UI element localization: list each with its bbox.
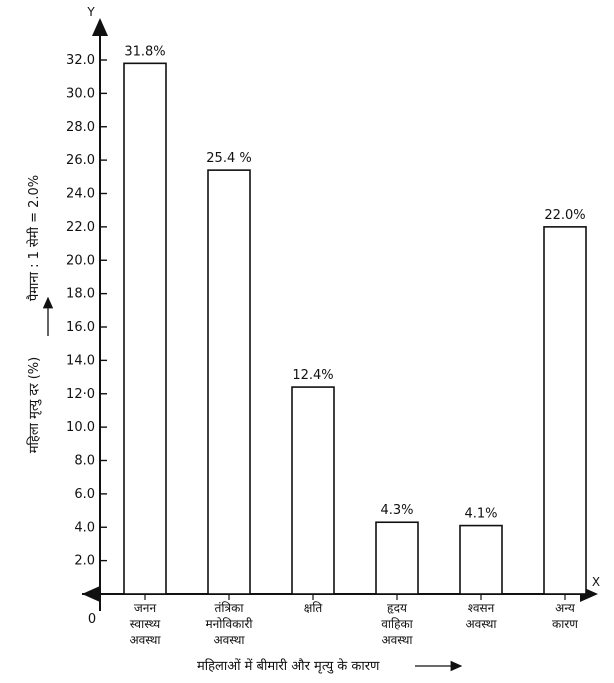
category-labels: जनन स्वास्थ्य अवस्था तंत्रिका मनोविकारी अवस्थ… — [129, 594, 578, 647]
bar-value-label: 4.1% — [464, 507, 497, 522]
bar-value-label: 4.3% — [380, 503, 413, 518]
x-axis-letter: X — [592, 575, 600, 589]
origin-label: 0 — [88, 612, 96, 627]
y-tick-label: 28.0 — [66, 120, 95, 135]
y-tick-label: 22.0 — [66, 220, 95, 235]
y-tick-label: 18.0 — [66, 287, 95, 302]
y-tick-label: 16.0 — [66, 320, 95, 335]
category-label: श्वसन अवस्था — [465, 601, 497, 631]
bar — [207, 169, 251, 595]
bar — [459, 524, 503, 595]
bar-value-label: 25.4 % — [206, 151, 251, 166]
bars: 31.8% 25.4 % 12.4% 4.3% 4.1% 22.0% — [123, 44, 587, 595]
category-label: जनन स्वास्थ्य अवस्था — [129, 601, 161, 647]
bar-value-label: 22.0% — [544, 208, 585, 223]
bar-value-label: 12.4% — [292, 368, 333, 383]
y-tick-label: 30.0 — [66, 86, 95, 101]
bar-value-label: 31.8% — [124, 44, 165, 59]
y-tick-label: 20.0 — [66, 253, 95, 268]
category-label: क्षति — [304, 601, 324, 615]
y-tick-label: 26.0 — [66, 153, 95, 168]
y-tick-label: 32.0 — [66, 53, 95, 68]
category-label: तंत्रिका मनोविकारी अवस्था — [205, 601, 253, 647]
y-tick-label: 6.0 — [74, 487, 95, 502]
bar — [543, 226, 587, 595]
bar — [123, 62, 167, 595]
y-ticks: 2.0 4.0 6.0 8.0 10.0 12·0 14.0 16.0 18.0 20.0 22.0… — [66, 53, 107, 569]
y-axis-title: महिला मृत्यु दर (%) — [26, 357, 42, 453]
bar — [375, 521, 419, 595]
y-tick-label: 2.0 — [74, 554, 95, 569]
category-label: अन्य कारण — [552, 601, 578, 631]
y-tick-label: 8.0 — [74, 454, 95, 469]
y-tick-label: 10.0 — [66, 420, 95, 435]
bar — [291, 386, 335, 595]
y-tick-label: 12·0 — [66, 387, 95, 402]
scale-note: पैमाना : 1 सेमी = 2.0% — [26, 175, 42, 301]
x-axis-title: महिलाओं में बीमारी और मृत्यु के कारण — [197, 658, 380, 674]
category-label: हृदय वाहिका अवस्था — [381, 601, 413, 647]
y-tick-label: 24.0 — [66, 187, 95, 202]
y-tick-label: 14.0 — [66, 353, 95, 368]
y-tick-label: 4.0 — [74, 520, 95, 535]
y-axis-letter: Y — [86, 5, 95, 19]
